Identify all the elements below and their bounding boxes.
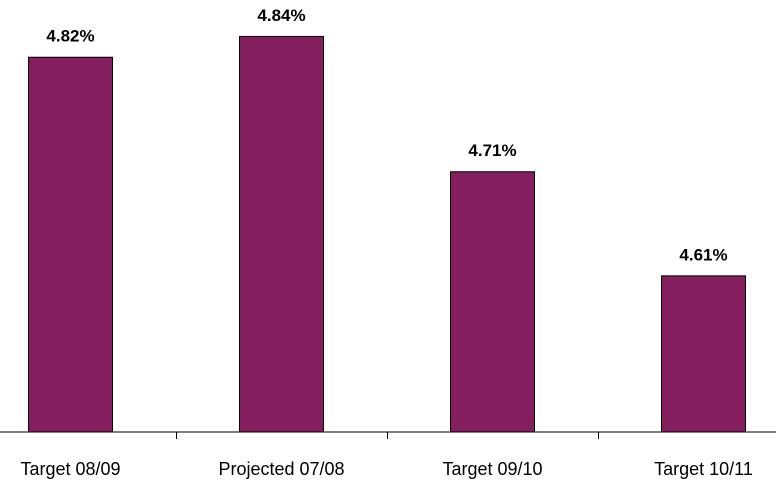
data-label: 4.71% bbox=[468, 141, 516, 160]
x-tick-label: Projected 07/08 bbox=[218, 459, 344, 479]
data-label: 4.82% bbox=[46, 27, 94, 46]
bar bbox=[28, 56, 113, 433]
x-tick-label: Target 09/10 bbox=[442, 459, 542, 479]
x-tick-label: Target 10/11 bbox=[654, 459, 753, 479]
data-label: 4.84% bbox=[257, 6, 305, 25]
bar bbox=[450, 171, 535, 433]
x-tick-label: Target 08/09 bbox=[20, 459, 120, 479]
bar bbox=[661, 275, 746, 433]
bar bbox=[239, 35, 324, 433]
data-label: 4.61% bbox=[679, 245, 727, 264]
